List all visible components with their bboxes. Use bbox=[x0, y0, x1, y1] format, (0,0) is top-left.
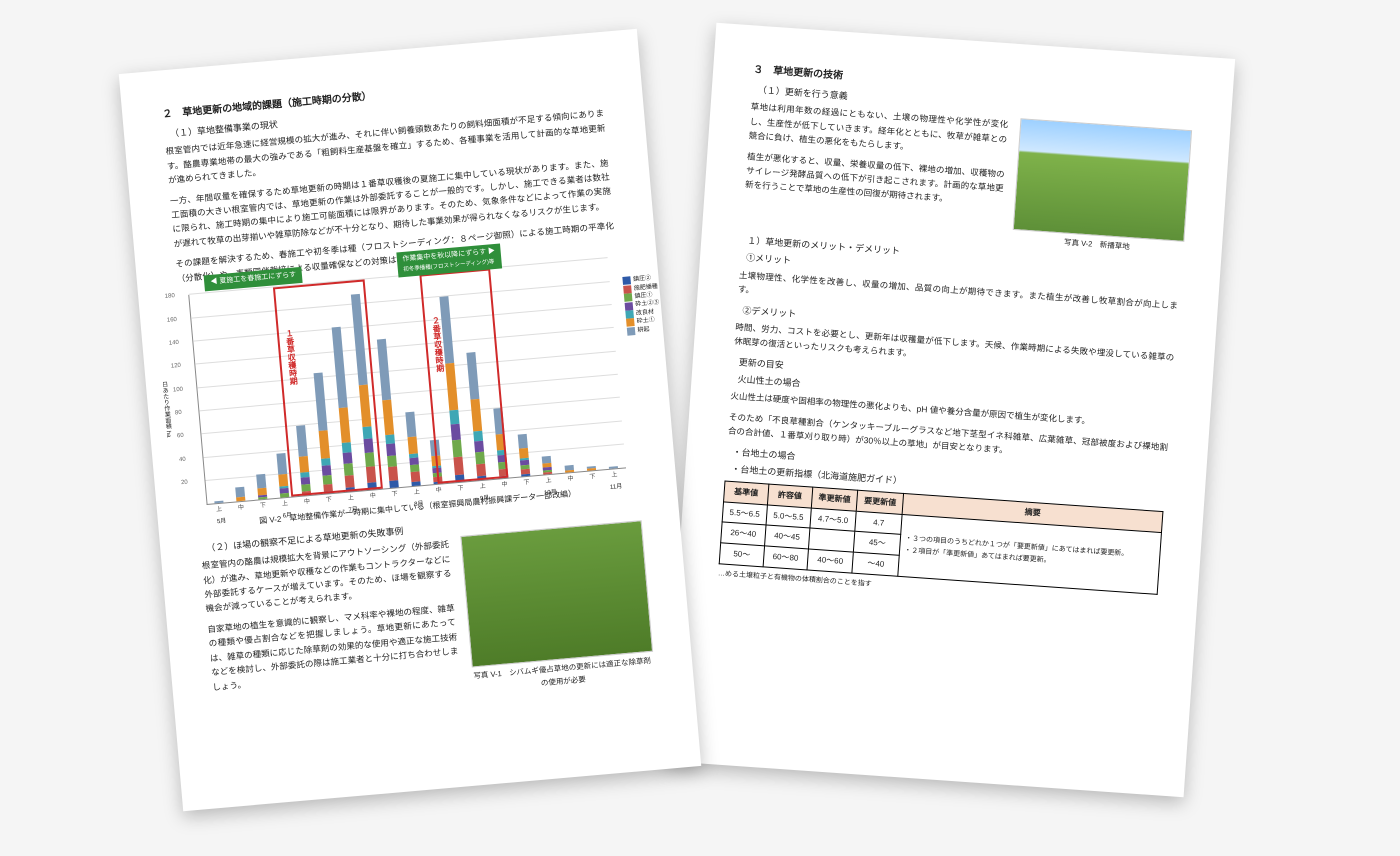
left-p5: 自家草地の植生を意識的に観察し、マメ科率や裸地の程度、雑草の種類や優占割合などを… bbox=[207, 601, 460, 695]
photo2-block: 写真 V-2 新播草地 bbox=[1012, 119, 1190, 258]
chart-stacked-bar: 20406080100120140160180上中下上中下上中下上中下上中下上中… bbox=[188, 258, 626, 505]
photo1-block: 写真 V-1 シバムギ優占草地の更新には適正な除草剤の使用が必要 bbox=[460, 520, 653, 696]
page-left: ２ 草地更新の地域的課題（施工時期の分散） （１）草地整備事業の現状 根室管内で… bbox=[119, 29, 702, 812]
page-right: ３ 草地更新の技術 （１）更新を行う意義 草地は利用年数の経過にともない、土壌の… bbox=[665, 23, 1235, 797]
photo-grass bbox=[460, 520, 653, 667]
photo-field bbox=[1013, 119, 1192, 243]
